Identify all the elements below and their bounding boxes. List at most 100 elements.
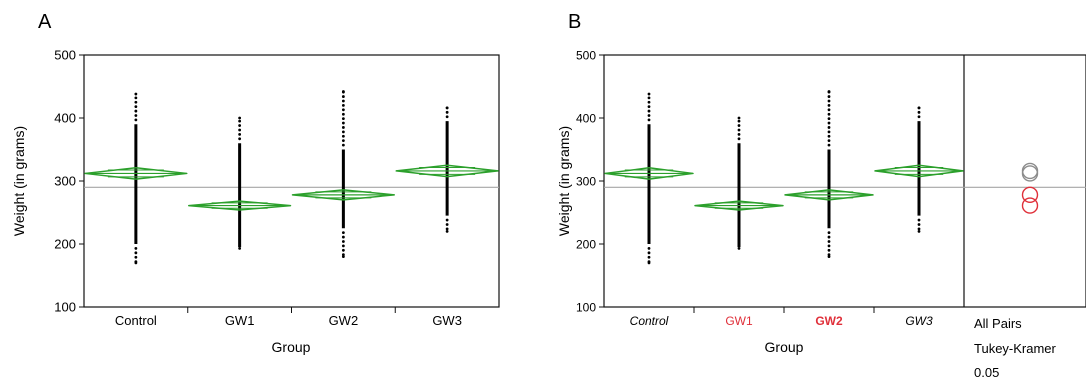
x-tick-label-a-gw1: GW1 (225, 313, 255, 328)
panel-label-b: B (568, 11, 581, 33)
comparison-circle-gw1 (1021, 197, 1039, 214)
data-point-max-b-control (647, 92, 651, 96)
data-point-a-gw2 (341, 126, 345, 129)
data-point-a-gw2 (341, 231, 345, 235)
data-point-max-a-gw2 (341, 90, 345, 93)
comparison-circle-gw2 (1021, 186, 1039, 204)
data-point-b-gw1 (737, 119, 741, 123)
data-point-max-a-gw1 (238, 116, 242, 120)
y-tick-label-a-500: 500 (54, 48, 76, 63)
panel-label-a: A (38, 11, 52, 33)
data-point-b-gw2 (827, 139, 831, 143)
plot-area-a: 100 200 300 400 500 Control GW1 GW2 GW3 (54, 48, 499, 328)
data-point-a-gw1 (238, 119, 242, 123)
data-point-b-gw2 (827, 95, 831, 98)
data-point-a-gw2 (341, 240, 345, 243)
data-point-a-gw3 (445, 227, 449, 231)
data-point-b-gw3 (917, 115, 921, 119)
data-point-b-gw3 (917, 227, 921, 231)
y-tick-label-a-200: 200 (54, 237, 76, 252)
data-point-b-gw2 (827, 108, 831, 112)
data-point-min-b-gw1 (737, 247, 741, 250)
data-point-a-gw3 (445, 218, 449, 222)
comparison-label-all-pairs: All Pairs (974, 316, 1022, 331)
y-tick-label-b-500: 500 (576, 49, 596, 63)
data-point-b-gw2 (827, 99, 831, 103)
data-point-b-gw2 (827, 117, 831, 121)
comparison-circle-gw3 (1021, 162, 1039, 180)
data-point-a-control (134, 105, 138, 109)
y-axis-title-b: Weight (in grams) (556, 126, 572, 236)
comparison-label-alpha: 0.05 (974, 365, 999, 380)
data-point-a-control (134, 114, 138, 117)
data-point-b-control (647, 255, 651, 259)
data-point-b-control (647, 118, 651, 122)
data-point-max-a-gw3 (445, 106, 449, 110)
y-tick-label-b-400: 400 (576, 112, 596, 126)
data-point-min-b-gw2 (827, 255, 831, 258)
data-point-b-gw1 (737, 137, 741, 141)
data-point-b-gw2 (827, 104, 831, 107)
data-point-a-gw1 (238, 132, 242, 136)
data-point-a-control (134, 255, 138, 259)
x-tick-label-a-gw2: GW2 (329, 313, 359, 328)
data-point-b-gw3 (917, 223, 921, 226)
data-point-b-gw2 (827, 248, 831, 252)
data-point-min-a-gw1 (238, 247, 242, 250)
data-point-a-control (134, 247, 138, 250)
data-point-min-a-gw3 (445, 230, 449, 233)
data-point-b-control (647, 251, 651, 255)
plot-area-b: 100 200 300 400 500 Control GW1 GW2 GW3 (576, 49, 1086, 328)
data-point-b-gw1 (737, 128, 741, 132)
data-point-b-gw3 (917, 218, 921, 222)
data-point-b-gw2 (827, 240, 831, 243)
data-point-min-b-gw3 (917, 230, 921, 233)
data-point-a-gw2 (341, 134, 345, 138)
data-point-a-control (134, 251, 138, 255)
y-tick-label-b-300: 300 (576, 175, 596, 189)
data-point-a-gw2 (341, 139, 345, 143)
data-point-b-gw2 (827, 130, 831, 134)
comparison-label-tukey-kramer: Tukey-Kramer (974, 341, 1057, 356)
x-tick-label-b-control: Control (630, 314, 669, 328)
data-point-b-control (647, 105, 651, 109)
data-point-a-gw2 (341, 108, 345, 112)
data-point-b-gw2 (827, 143, 831, 147)
data-point-max-b-gw3 (917, 106, 921, 110)
data-point-b-control (647, 114, 651, 117)
x-tick-label-b-gw1: GW1 (725, 314, 753, 328)
data-point-a-control (134, 100, 138, 104)
data-point-min-b-control (647, 261, 651, 265)
data-point-a-gw1 (238, 128, 242, 132)
data-point-a-gw2 (341, 99, 345, 103)
data-point-min-a-control (134, 261, 138, 265)
data-point-max-b-gw1 (737, 116, 741, 120)
data-point-a-control (134, 109, 138, 113)
data-point-a-gw2 (341, 95, 345, 98)
data-point-b-gw1 (737, 124, 741, 127)
x-axis-title-b: Group (765, 339, 804, 355)
y-tick-label-b-100: 100 (576, 301, 596, 315)
x-tick-label-a-gw3: GW3 (432, 313, 462, 328)
x-tick-label-b-gw3: GW3 (905, 314, 933, 328)
data-point-b-gw2 (827, 121, 831, 125)
y-tick-label-a-300: 300 (54, 174, 76, 189)
data-point-a-gw2 (341, 112, 345, 116)
data-point-a-control (134, 118, 138, 122)
y-tick-label-a-400: 400 (54, 111, 76, 126)
y-tick-label-b-200: 200 (576, 238, 596, 252)
data-point-a-gw3 (445, 223, 449, 226)
data-point-a-gw1 (238, 137, 242, 141)
data-point-a-control (134, 96, 138, 100)
x-axis-title-a: Group (272, 339, 311, 355)
data-point-a-gw3 (445, 110, 449, 114)
data-point-a-gw3 (445, 115, 449, 119)
plot-frame-b (603, 54, 1086, 308)
y-axis-title-a: Weight (in grams) (11, 126, 27, 236)
data-point-a-gw1 (238, 124, 242, 127)
x-tick-label-b-gw2: GW2 (815, 314, 843, 328)
data-point-b-control (647, 247, 651, 250)
data-point-b-control (647, 100, 651, 104)
data-point-a-gw2 (341, 121, 345, 125)
